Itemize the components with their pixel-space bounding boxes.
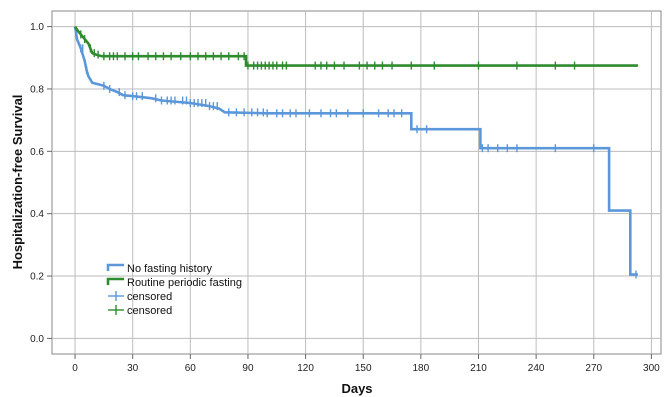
- legend-label: censored: [127, 291, 172, 303]
- y-axis-ticks: 0.0 0.2 0.4 0.6 0.8 1.0: [30, 22, 52, 345]
- x-tick-label: 150: [355, 363, 372, 374]
- y-tick-label: 0.6: [30, 147, 44, 158]
- legend-item: censored: [108, 305, 172, 317]
- legend-label: censored: [127, 305, 172, 317]
- y-axis-title: Hospitalization-free Survival: [10, 95, 25, 270]
- legend: No fasting history Routine periodic fasti…: [106, 263, 242, 317]
- x-tick-label: 180: [413, 363, 430, 374]
- series-layer: [73, 25, 638, 279]
- y-tick-label: 0.2: [30, 272, 44, 283]
- x-axis-title: Days: [341, 381, 372, 396]
- x-tick-label: 270: [585, 363, 602, 374]
- y-tick-label: 0.4: [30, 209, 44, 220]
- series-routine-fasting: [73, 25, 638, 70]
- series-no-fasting: [73, 26, 638, 279]
- x-axis-ticks: 0 30 60 90 120 150 180 210 240 270 300: [72, 354, 660, 374]
- x-tick-label: 0: [72, 363, 78, 374]
- x-tick-label: 30: [127, 363, 139, 374]
- x-tick-label: 210: [470, 363, 487, 374]
- x-tick-label: 60: [185, 363, 197, 374]
- x-tick-label: 300: [643, 363, 660, 374]
- legend-item: censored: [108, 291, 172, 303]
- y-tick-label: 0.8: [30, 84, 44, 95]
- plot-area: [51, 10, 662, 355]
- legend-label: No fasting history: [127, 263, 212, 275]
- grid-lines: [52, 11, 661, 354]
- legend-label: Routine periodic fasting: [127, 277, 242, 289]
- legend-item: No fasting history: [106, 263, 212, 275]
- y-tick-label: 1.0: [30, 22, 44, 33]
- legend-line-swatch: [106, 277, 124, 285]
- y-tick-label: 0.0: [30, 334, 44, 345]
- legend-item: Routine periodic fasting: [106, 277, 242, 289]
- x-tick-label: 240: [528, 363, 545, 374]
- x-tick-label: 90: [242, 363, 254, 374]
- legend-line-swatch: [106, 263, 124, 271]
- x-tick-label: 120: [297, 363, 314, 374]
- survival-step-line: [73, 26, 638, 276]
